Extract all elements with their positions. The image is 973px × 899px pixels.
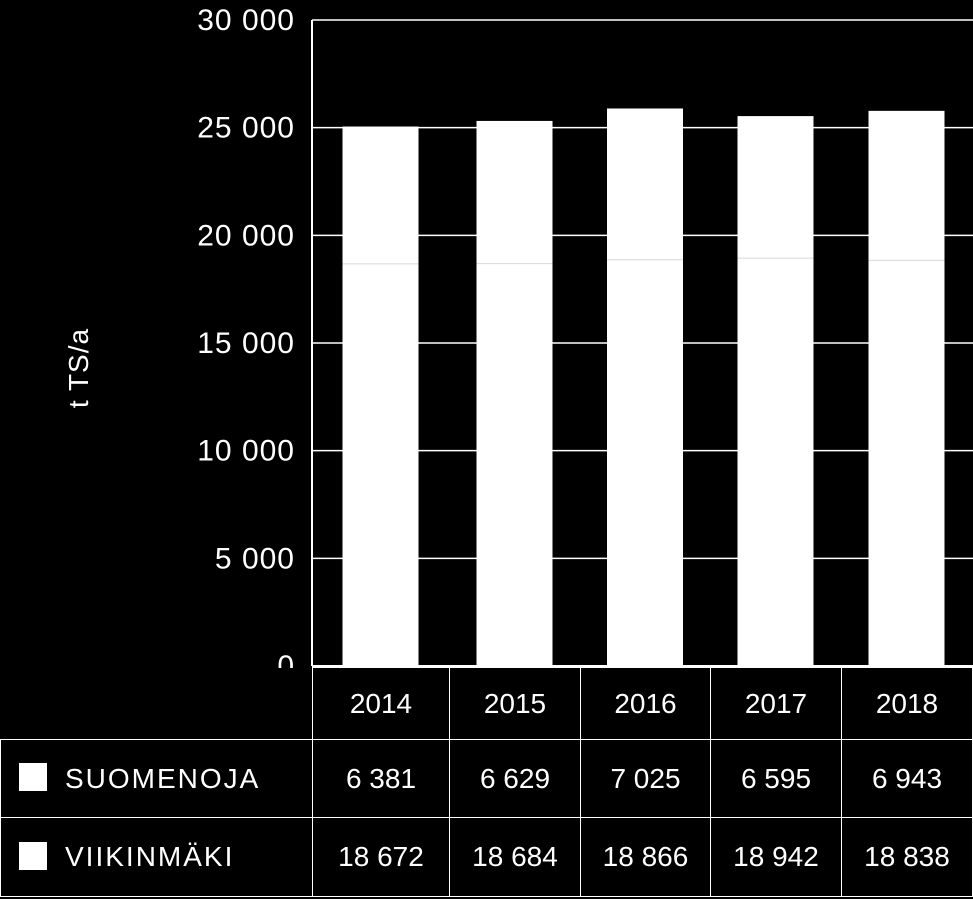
bar-suomenoja-2014 bbox=[342, 126, 419, 264]
y-tick-label: 10 000 bbox=[197, 435, 295, 468]
legend-swatch-viikinmaki bbox=[19, 841, 47, 870]
data-table: 2014 2015 2016 2017 2018 SUOMENOJA 6 381… bbox=[0, 667, 973, 897]
bar-suomenoja-2018 bbox=[868, 110, 945, 261]
category-label: 2015 bbox=[449, 667, 581, 740]
legend-entry-viikinmaki: VIIKINMÄKI bbox=[0, 817, 313, 897]
bar-viikinmaki-2018 bbox=[868, 260, 945, 666]
table-cell: 6 629 bbox=[449, 739, 581, 818]
legend-entry-suomenoja: SUOMENOJA bbox=[0, 739, 313, 818]
table-cell: 6 943 bbox=[841, 739, 973, 818]
bar-viikinmaki-2015 bbox=[476, 263, 553, 666]
table-cell: 18 684 bbox=[449, 817, 581, 897]
y-tick-label: 25 000 bbox=[197, 112, 295, 145]
bar-suomenoja-2016 bbox=[607, 108, 683, 260]
bar-chart: 0 5 000 10 000 15 000 20 000 25 000 30 000 t T… bbox=[63, 4, 973, 668]
table-cell: 18 838 bbox=[841, 817, 973, 897]
y-tick-label: 15 000 bbox=[197, 327, 295, 360]
bar-suomenoja-2015 bbox=[476, 120, 553, 264]
series-label: SUOMENOJA bbox=[65, 762, 261, 794]
table-cell: 6 595 bbox=[710, 739, 842, 818]
category-label: 2016 bbox=[580, 667, 711, 740]
bars bbox=[342, 108, 945, 666]
series-label: VIIKINMÄKI bbox=[65, 841, 235, 872]
table-cell: 18 942 bbox=[710, 817, 842, 897]
bar-suomenoja-2017 bbox=[737, 116, 814, 259]
category-label: 2017 bbox=[710, 667, 842, 740]
bar-viikinmaki-2017 bbox=[737, 258, 814, 666]
y-axis-label: t TS/a bbox=[63, 328, 94, 408]
y-tick-label: 5 000 bbox=[215, 542, 295, 575]
category-label: 2018 bbox=[841, 667, 973, 740]
table-cell: 6 381 bbox=[312, 739, 450, 818]
bar-viikinmaki-2014 bbox=[342, 263, 419, 666]
category-label: 2014 bbox=[312, 667, 450, 740]
table-corner bbox=[1, 668, 313, 740]
table-cell: 7 025 bbox=[580, 739, 711, 818]
table-row: SUOMENOJA 6 381 6 629 7 025 6 595 6 943 bbox=[0, 739, 973, 818]
table-cell: 18 672 bbox=[312, 817, 450, 897]
table-cell: 18 866 bbox=[580, 817, 711, 897]
bar-viikinmaki-2016 bbox=[607, 259, 683, 666]
legend-swatch-suomenoja bbox=[19, 763, 47, 792]
y-tick-label: 20 000 bbox=[197, 219, 295, 252]
y-tick-labels: 0 5 000 10 000 15 000 20 000 25 000 30 000 bbox=[197, 4, 295, 668]
table-header-row: 2014 2015 2016 2017 2018 bbox=[1, 667, 973, 740]
table-row: VIIKINMÄKI 18 672 18 684 18 866 18 942 1… bbox=[0, 817, 973, 897]
y-tick-label: 30 000 bbox=[197, 4, 295, 37]
y-tick-label: 0 bbox=[277, 650, 295, 668]
